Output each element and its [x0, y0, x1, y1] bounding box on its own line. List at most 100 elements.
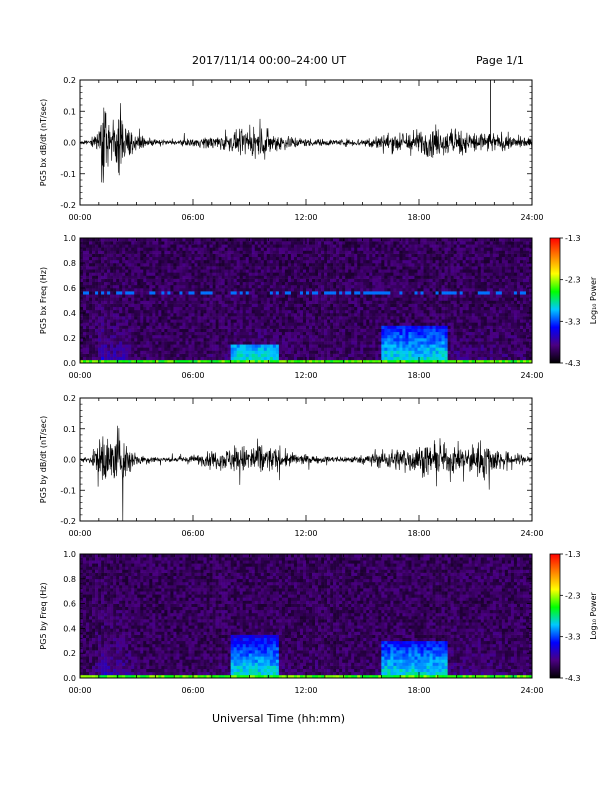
spectrogram-cell — [420, 300, 424, 304]
spectrogram-cell — [432, 297, 436, 301]
spectrogram-cell — [381, 244, 385, 248]
spectrogram-cell — [287, 338, 292, 342]
spectrogram-cell — [275, 250, 280, 254]
spectrogram-cell — [203, 319, 207, 323]
spectrogram-cell — [185, 291, 189, 295]
spectrogram-cell — [242, 275, 247, 279]
spectrogram-cell — [375, 319, 379, 323]
spectrogram-cell — [339, 328, 343, 333]
spectrogram-cell — [384, 266, 388, 270]
spectrogram-cell — [86, 303, 90, 308]
spectrogram-cell — [266, 303, 271, 308]
spectrogram-cell — [173, 284, 177, 289]
spectrogram-cell — [176, 316, 180, 320]
spectrogram-cell — [399, 303, 403, 308]
spectrogram-cell — [95, 353, 99, 358]
spectrogram-cell — [339, 284, 343, 289]
spectrogram-cell — [83, 331, 87, 336]
spectrogram-cell — [140, 353, 144, 358]
spectrogram-cell — [324, 278, 328, 283]
spectrogram-cell — [387, 266, 391, 270]
spectrogram-cell — [242, 244, 247, 248]
spectrogram-cell — [405, 284, 409, 289]
spectrogram-cell — [209, 350, 213, 354]
spectrogram-cell — [302, 303, 307, 308]
spectrogram-cell — [149, 303, 153, 308]
spectrogram-cell — [366, 341, 370, 345]
spectrogram-cell — [284, 284, 289, 289]
spectrogram-cell — [89, 244, 93, 248]
spectrogram-cell — [86, 263, 90, 267]
spectrogram-cell — [200, 272, 204, 276]
spectrogram-cell — [206, 297, 210, 301]
spectrogram-cell — [345, 328, 349, 333]
spectrogram-cell — [251, 241, 256, 245]
spectrogram-cell — [197, 338, 201, 342]
spectrogram-cell — [155, 325, 159, 329]
spectrogram-cell — [116, 297, 120, 301]
spectrogram-cell — [128, 275, 132, 279]
spectrogram-cell — [221, 278, 225, 283]
spectrogram-cell — [251, 359, 256, 364]
spectrogram-cell — [299, 297, 304, 301]
spectrogram-cell — [278, 350, 283, 354]
spectrogram-cell — [89, 253, 93, 258]
spectrogram-cell — [89, 272, 93, 276]
spectrogram-cell — [107, 244, 111, 248]
spectrogram-cell — [393, 266, 397, 270]
spectrogram-cell — [95, 244, 99, 248]
spectrogram-cell — [375, 250, 379, 254]
spectrogram-cell — [143, 266, 147, 270]
spectrogram-cell — [306, 284, 310, 289]
spectrogram-cell — [417, 328, 421, 333]
spectrogram-cell — [315, 278, 319, 283]
spectrogram-cell — [438, 350, 442, 354]
spectrogram-cell — [194, 350, 198, 354]
spectrogram-cell — [330, 241, 334, 245]
spectrogram-cell — [354, 328, 358, 333]
spectrogram-cell — [296, 269, 301, 273]
spectrogram-cell — [167, 313, 171, 317]
spectrogram-cell — [408, 303, 412, 308]
spectrogram-cell — [363, 319, 367, 323]
spectrogram-cell — [86, 238, 90, 242]
spectrogram-cell — [92, 288, 96, 292]
spectrogram-cell — [327, 303, 331, 308]
spectrogram-cell — [143, 272, 147, 276]
spectrogram-cell — [125, 306, 129, 311]
spectrogram-cell — [89, 247, 93, 251]
spectrogram-cell — [95, 328, 99, 333]
spectrogram-cell — [396, 347, 400, 351]
spectrogram-cell — [146, 334, 150, 339]
spectrogram-cell — [384, 247, 388, 251]
spectrogram-cell — [318, 281, 322, 286]
spectrogram-cell — [339, 344, 343, 348]
spectrogram-cell — [92, 322, 96, 326]
spectrogram-cell — [221, 331, 225, 336]
spectrogram-cell — [128, 316, 132, 320]
spectrogram-cell — [140, 341, 144, 345]
spectrogram-cell — [200, 347, 204, 351]
spectrogram-cell — [363, 256, 367, 261]
spectrogram-cell — [290, 247, 295, 251]
spectrogram-cell — [122, 306, 126, 311]
spectrogram-cell — [354, 334, 358, 339]
spectrogram-cell — [179, 322, 183, 326]
spectrogram-cell — [363, 303, 367, 308]
spectrogram-cell — [396, 297, 400, 301]
spectrogram-cell — [287, 275, 292, 279]
spectrogram-cell — [336, 259, 340, 264]
spectrogram-cell — [176, 250, 180, 254]
spectrogram-cell — [161, 238, 165, 242]
spectrogram-cell — [224, 278, 228, 283]
spectrogram-cell — [137, 288, 141, 292]
spectrogram-cell — [342, 297, 346, 301]
spectrogram-cell — [357, 281, 361, 286]
spectrogram-cell — [287, 344, 292, 348]
spectrogram-cell — [158, 294, 162, 298]
spectrogram-cell — [342, 272, 346, 276]
spectrogram-cell — [197, 328, 201, 333]
spectrogram-cell — [131, 259, 135, 264]
spectrogram-cell — [134, 316, 138, 320]
spectrogram-cell — [354, 241, 358, 245]
